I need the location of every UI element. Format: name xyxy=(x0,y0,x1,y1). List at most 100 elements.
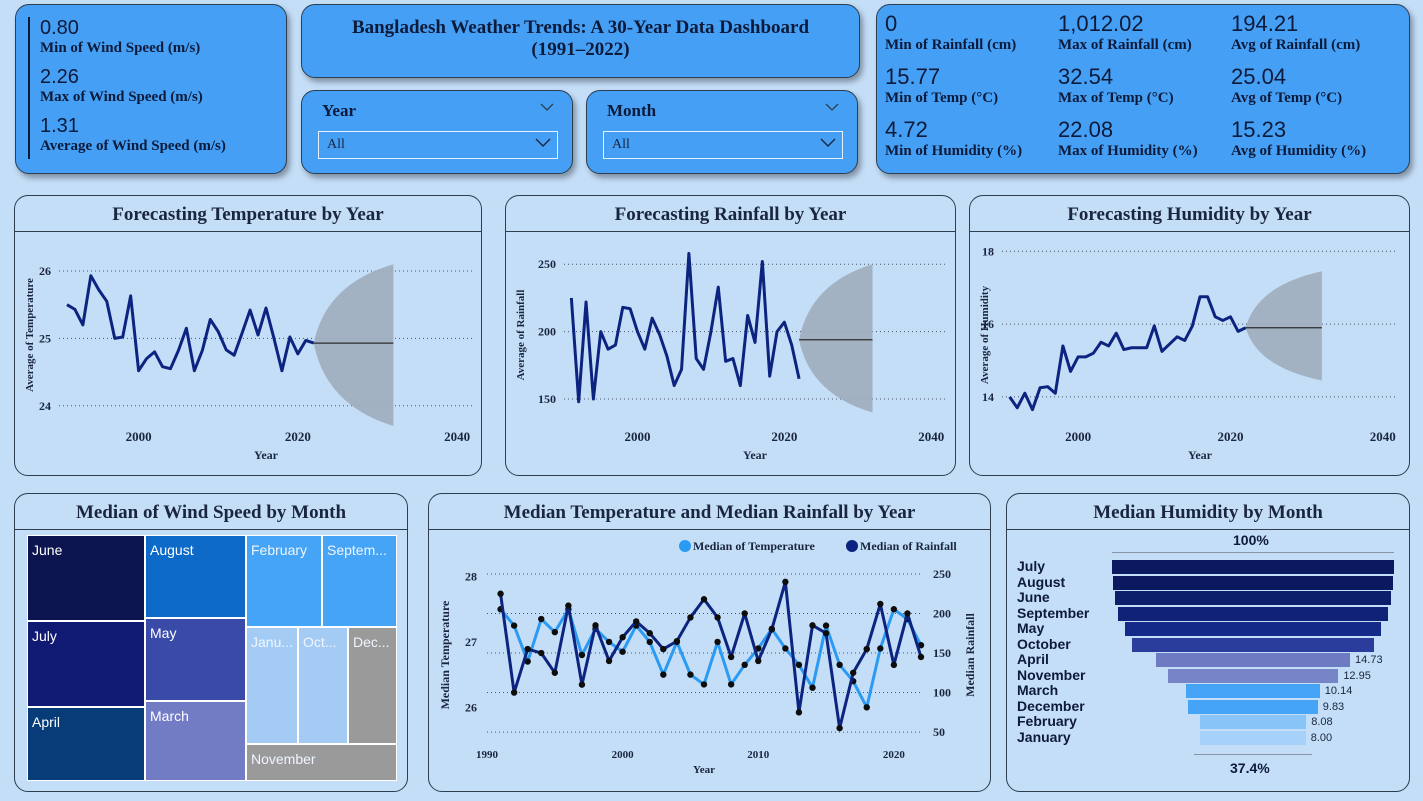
funnel-value-label: 14.73 xyxy=(1355,654,1383,666)
y-tick-label: 250 xyxy=(538,257,556,271)
treemap-cell[interactable]: February xyxy=(246,535,322,627)
wind-kpi-label: Min of Wind Speed (m/s) xyxy=(40,40,201,56)
y-left-axis-title: Median Temperature xyxy=(438,600,452,709)
stat-value: 25.04 xyxy=(1231,64,1287,89)
funnel-bar[interactable] xyxy=(1155,653,1351,667)
treemap-cell[interactable]: March xyxy=(145,701,246,781)
data-point xyxy=(917,653,925,661)
data-point xyxy=(890,661,898,669)
x-tick-label: 2000 xyxy=(1065,429,1091,444)
chart-title-divider xyxy=(15,529,407,530)
funnel-category-label: April xyxy=(1017,651,1049,667)
year-dropdown[interactable]: All xyxy=(318,131,558,159)
y-right-tick-label: 150 xyxy=(933,646,951,660)
humidity-forecast-chart: Forecasting Humidity by Year 14 16 18 2000 2… xyxy=(969,195,1410,476)
stat-max-temp: 32.54 Max of Temp (°C) xyxy=(1058,64,1174,107)
stat-label: Max of Temp (°C) xyxy=(1058,90,1174,106)
stat-avg-rainfall: 194.21 Avg of Rainfall (cm) xyxy=(1231,11,1360,54)
funnel-bar[interactable] xyxy=(1200,730,1306,745)
stat-max-rainfall: 1,012.02 Max of Rainfall (cm) xyxy=(1058,11,1192,54)
data-point xyxy=(741,661,748,669)
data-point xyxy=(538,649,545,657)
funnel-bar[interactable] xyxy=(1112,560,1394,574)
stat-label: Avg of Rainfall (cm) xyxy=(1231,37,1361,53)
data-point xyxy=(714,638,721,646)
wind-kpi-value: 1.31 xyxy=(40,115,79,137)
data-point xyxy=(510,689,518,696)
data-point xyxy=(605,638,613,646)
funnel-bar[interactable] xyxy=(1115,591,1391,605)
funnel-category-label: October xyxy=(1017,635,1071,652)
y-axis-title: Average of Humidity xyxy=(979,285,991,384)
data-point xyxy=(849,669,857,676)
stat-label: Min of Humidity (%) xyxy=(885,143,1023,159)
treemap-cell[interactable]: Janu... xyxy=(246,627,298,744)
treemap-cell[interactable]: Oct... xyxy=(298,627,348,744)
data-point xyxy=(632,618,640,625)
treemap-cell[interactable]: July xyxy=(27,621,145,707)
funnel-bar[interactable] xyxy=(1167,668,1339,683)
data-point xyxy=(877,600,884,608)
wind-kpi-divider xyxy=(28,17,30,159)
legend-label-temperature: Median of Temperature xyxy=(693,539,815,553)
dropdown-arrow-icon[interactable] xyxy=(820,138,836,148)
humidity-funnel-chart: Median Humidity by Month 100% July August J… xyxy=(1006,493,1410,792)
funnel-category-label: November xyxy=(1017,666,1086,683)
funnel-category-label: March xyxy=(1017,682,1059,698)
funnel-category-label: May xyxy=(1017,620,1045,636)
data-point xyxy=(714,614,721,621)
data-point xyxy=(795,661,803,669)
treemap-cell[interactable]: June xyxy=(27,535,145,621)
funnel-bottom-marker xyxy=(1194,754,1312,755)
chart-title: Median Humidity by Month xyxy=(1093,502,1323,523)
treemap-area: June July April August May March February Septe… xyxy=(27,535,397,781)
chart-title-divider xyxy=(429,529,990,530)
y-tick-label: 200 xyxy=(538,325,556,339)
dropdown-arrow-icon[interactable] xyxy=(535,138,551,148)
data-point xyxy=(795,709,803,716)
dashboard-title-line1: Bangladesh Weather Trends: A 30-Year Dat… xyxy=(351,17,810,38)
month-dropdown[interactable]: All xyxy=(603,131,843,159)
data-point xyxy=(700,681,708,688)
data-point xyxy=(877,645,884,652)
wind-kpi-max: 2.26 Max of Wind Speed (m/s) xyxy=(40,66,203,106)
funnel-bar[interactable] xyxy=(1117,606,1389,621)
funnel-bar[interactable] xyxy=(1199,715,1307,729)
chevron-down-icon[interactable] xyxy=(540,103,554,111)
y-tick-label: 25 xyxy=(39,331,51,345)
funnel-bar[interactable] xyxy=(1186,684,1320,698)
data-point xyxy=(660,671,667,678)
treemap-cell[interactable]: April xyxy=(27,707,145,781)
treemap-cell[interactable]: August xyxy=(145,535,246,618)
treemap-cell[interactable]: May xyxy=(145,618,246,701)
x-axis-title: Year xyxy=(693,764,715,776)
funnel-bar[interactable] xyxy=(1131,637,1375,652)
chart-title: Forecasting Humidity by Year xyxy=(1067,204,1312,225)
wind-kpi-card: 0.80 Min of Wind Speed (m/s) 2.26 Max of… xyxy=(15,4,287,174)
funnel-bar[interactable] xyxy=(1113,575,1393,590)
funnel-top-percent: 100% xyxy=(1233,532,1269,548)
chart-title-divider xyxy=(1007,529,1409,530)
funnel-bar[interactable] xyxy=(1125,622,1381,636)
dashboard-title: Bangladesh Weather Trends: A 30-Year Dat… xyxy=(301,4,860,78)
y-axis-title: Average of Temperature xyxy=(24,278,36,392)
treemap-cell[interactable]: Septem... xyxy=(322,535,397,627)
chevron-down-icon[interactable] xyxy=(825,103,839,111)
y-axis-title: Average of Rainfall xyxy=(515,290,527,381)
data-point xyxy=(741,610,748,617)
y-right-tick-label: 200 xyxy=(933,606,951,620)
y-right-axis-title: Median Rainfall xyxy=(963,612,977,696)
x-tick-label: 2010 xyxy=(747,749,770,761)
series-line xyxy=(569,251,801,404)
treemap-cell[interactable]: Dec... xyxy=(348,627,397,744)
y-right-tick-label: 50 xyxy=(933,725,945,739)
stat-label: Max of Humidity (%) xyxy=(1058,143,1198,159)
rainfall-forecast-chart: Forecasting Rainfall by Year 150 200 250 20… xyxy=(505,195,956,476)
funnel-bar[interactable] xyxy=(1188,699,1318,714)
treemap-cell[interactable]: November xyxy=(246,744,397,781)
data-point xyxy=(863,645,870,653)
funnel-bottom-percent: 37.4% xyxy=(1230,760,1270,776)
data-point xyxy=(822,630,830,637)
series-line xyxy=(1008,295,1247,412)
data-point xyxy=(755,657,762,665)
